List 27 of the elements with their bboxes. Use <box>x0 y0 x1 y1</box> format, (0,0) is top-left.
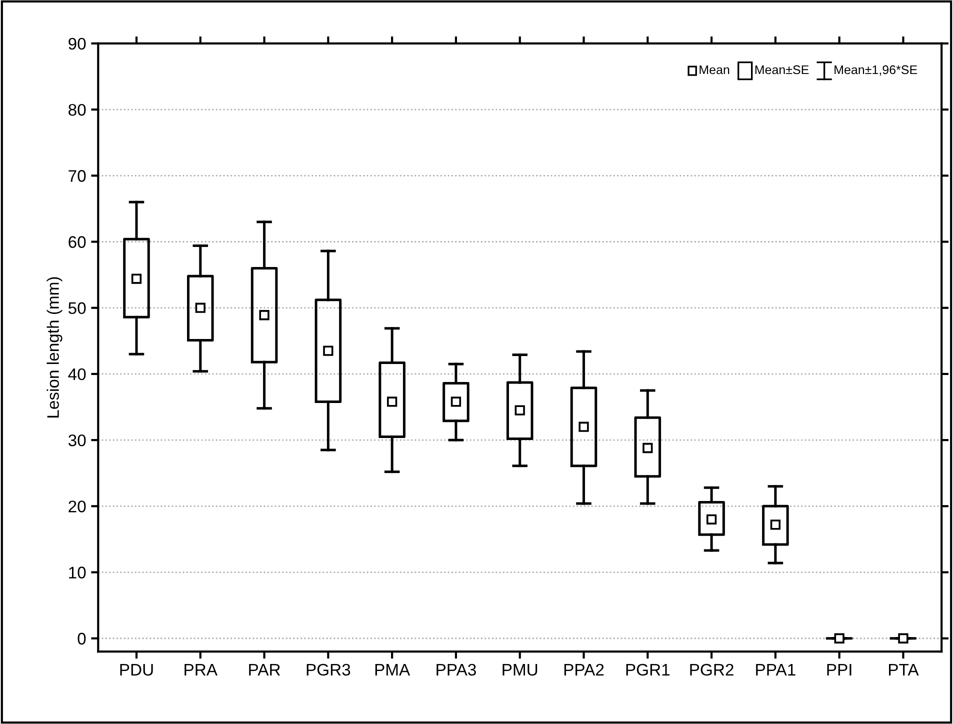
annotation: Mean±SE <box>755 65 809 74</box>
x-tick-label: PPA1 <box>756 664 796 676</box>
y-tick-label: 30 <box>68 434 86 446</box>
x-tick-label: PPI <box>827 664 852 676</box>
y-tick-label: 20 <box>68 500 86 512</box>
annotation: Mean±1,96*SE <box>834 65 918 76</box>
x-tick-label: PGR3 <box>306 664 350 676</box>
y-axis-title: Lesion length (mm) <box>46 277 62 418</box>
y-tick-label: 0 <box>78 632 86 645</box>
x-tick-label: PTA <box>889 664 919 676</box>
x-tick-label: PAR <box>249 664 280 676</box>
y-tick-label: 70 <box>68 170 86 182</box>
y-tick-label: 90 <box>68 38 86 50</box>
y-tick-label: 50 <box>68 302 86 314</box>
x-tick-label: PMA <box>375 664 410 676</box>
x-tick-label: PPA2 <box>564 664 604 676</box>
x-tick-label: PDU <box>120 664 153 676</box>
x-tick-label: PRA <box>184 664 218 676</box>
y-tick-label: 40 <box>68 368 86 380</box>
y-tick-label: 80 <box>68 104 86 116</box>
x-tick-label: PGR1 <box>626 664 670 676</box>
x-tick-label: PMU <box>502 664 538 676</box>
y-tick-label: 10 <box>69 566 86 578</box>
y-tick-label: 60 <box>68 236 86 248</box>
x-tick-label: PPA3 <box>436 664 476 676</box>
x-tick-label: PGR2 <box>690 664 734 676</box>
annotation: Mean <box>700 65 730 74</box>
